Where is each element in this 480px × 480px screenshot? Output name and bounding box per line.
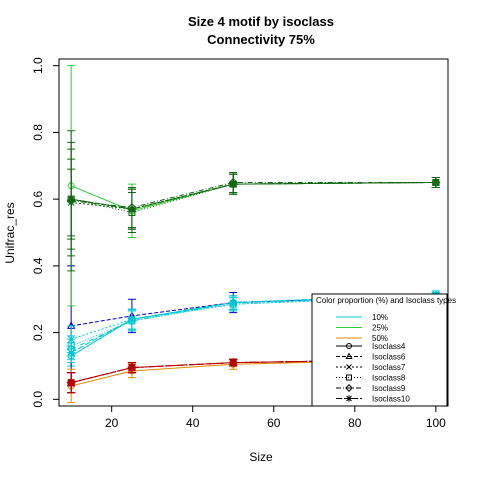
chart-title: Size 4 motif by isoclass [188,14,334,29]
data-point [67,195,76,204]
legend-type-label: Isoclass7 [372,363,406,372]
series-line [71,181,436,210]
y-tick-label: 0.4 [31,257,45,274]
series-25pct-isoclass10 [67,148,440,250]
data-point [229,180,238,189]
x-axis-label: Size [249,450,273,464]
x-tick-label: 40 [186,416,200,430]
legend-type-label: Isoclass8 [372,374,406,383]
data-point [431,178,440,187]
legend-box [311,293,448,407]
legend-title: Color proportion (%) and Isoclass types [316,296,456,305]
y-tick-label: 0.8 [31,124,45,141]
axes: 20 40 60 80 100 0.0 0.2 0.4 0.6 0.8 1.0 [31,57,446,430]
legend-type-label: Isoclass6 [372,353,406,362]
legend-type-label: Isoclass9 [372,384,406,393]
data-point [128,315,136,324]
data-point [67,348,76,357]
series-line [70,295,436,347]
data-point [345,395,353,402]
legend-type-label: Isoclass10 [372,395,410,404]
y-axis-label: Unifrac_res [3,202,17,263]
legend-type-label: Isoclass4 [372,342,406,351]
legend-color-label: 25% [372,324,388,333]
data-point [345,352,353,359]
chart-subtitle: Connectivity 75% [207,32,315,47]
plot-frame [58,58,449,407]
legend-color-label: 10% [372,313,388,322]
legend: Color proportion (%) and Isoclass types … [311,293,456,407]
data-point [345,384,353,392]
data-point [346,343,352,349]
data-point [229,358,238,367]
y-tick-label: 0.2 [31,324,45,341]
legend-color-label: 50% [372,334,388,343]
data-point [128,363,136,372]
series-line [71,181,436,208]
y-tick-label: 1.0 [31,57,45,74]
x-tick-label: 60 [267,416,281,430]
x-tick-label: 80 [348,416,362,430]
series-line [71,181,436,213]
y-tick-label: 0.0 [31,391,45,408]
data-point [229,298,238,307]
x-tick-label: 100 [426,416,446,430]
data-point [67,378,76,387]
x-tick-label: 20 [105,416,119,430]
data-point [128,205,136,214]
data-point [346,364,352,370]
y-tick-label: 0.6 [31,190,45,207]
data-point [346,374,352,381]
